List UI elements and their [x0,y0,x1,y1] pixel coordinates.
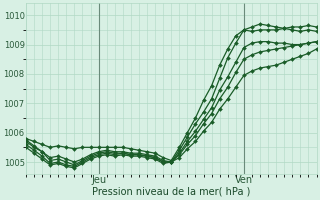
X-axis label: Pression niveau de la mer( hPa ): Pression niveau de la mer( hPa ) [92,187,251,197]
